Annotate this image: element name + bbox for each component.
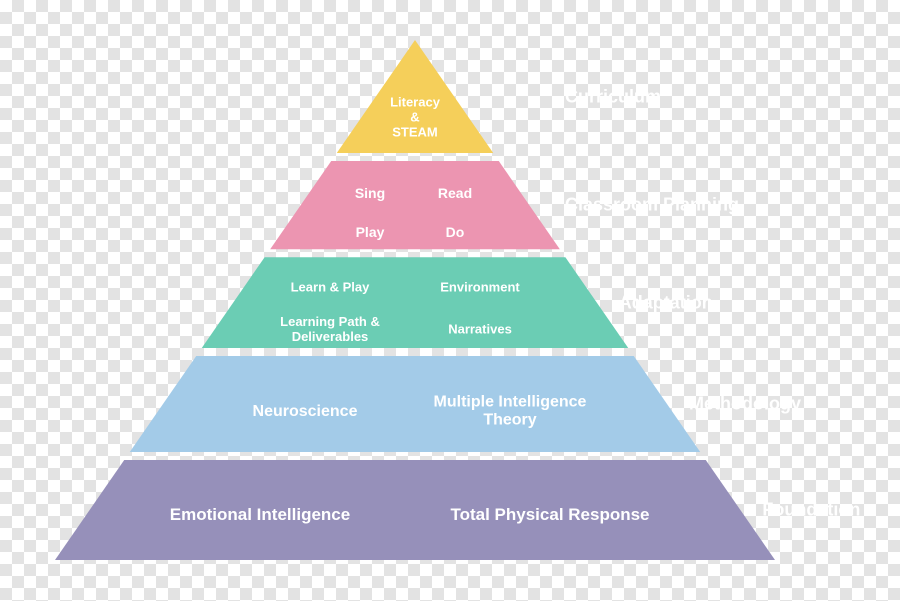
level-2-methodology-label-1: Multiple Intelligence Theory <box>434 394 587 431</box>
level-5-curriculum-label-0: Literacy & STEAM <box>390 96 440 141</box>
level-3-adaptation-label-0: Learn & Play <box>291 281 370 296</box>
level-4-classroom-planning-label-3: Do <box>446 224 465 240</box>
level-4-classroom-planning-label-0: Sing <box>355 185 385 201</box>
level-5-curriculum-side-label: Curriculum <box>565 86 661 107</box>
level-1-foundation-label-1: Total Physical Response <box>450 505 649 525</box>
level-2-methodology-label-0: Neuroscience <box>253 403 358 421</box>
level-1-foundation-side-label: Foundation <box>762 500 860 521</box>
level-4-classroom-planning-label-1: Read <box>438 185 472 201</box>
level-3-adaptation-label-1: Environment <box>440 281 519 296</box>
level-2-methodology-side-label: Methodology <box>689 394 801 415</box>
label-layer: Literacy & STEAM Curriculum Sing Read Play Do… <box>0 0 900 601</box>
level-3-adaptation-label-2: Learning Path & Deliverables <box>280 315 380 345</box>
level-1-foundation-label-0: Emotional Intelligence <box>170 505 350 525</box>
level-3-adaptation-side-label: Adaptation <box>619 292 713 313</box>
level-4-classroom-planning-label-2: Play <box>356 224 385 240</box>
level-4-classroom-planning-side-label: Classroom Planning <box>565 195 739 216</box>
level-3-adaptation-label-3: Narratives <box>448 323 512 338</box>
